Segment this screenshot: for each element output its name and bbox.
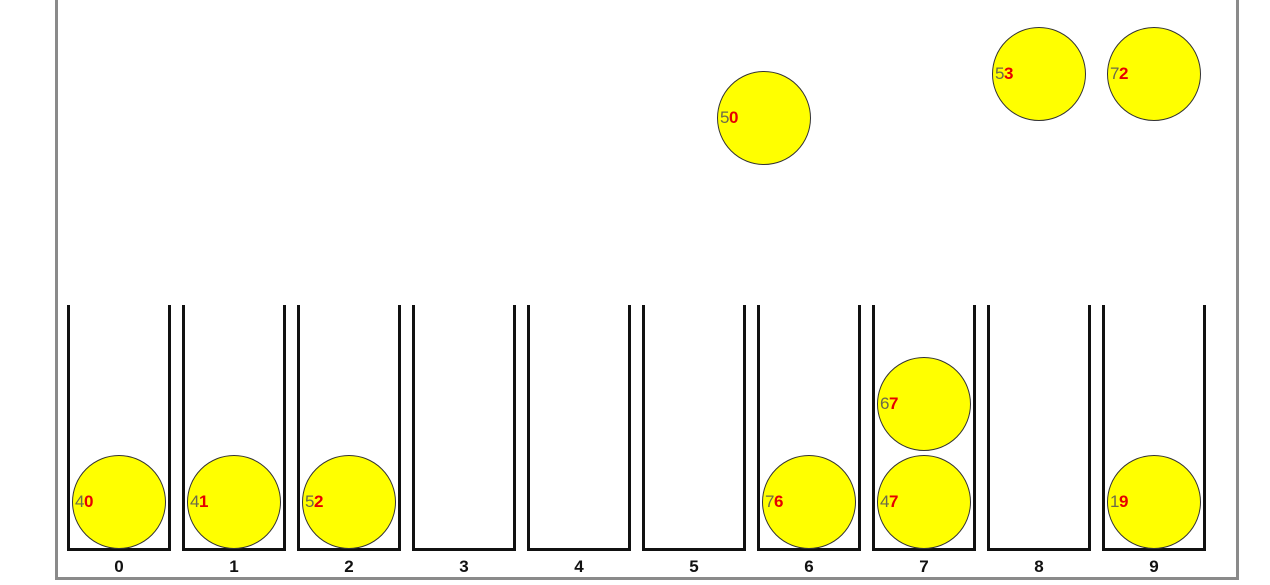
ball-ones-digit: 2 — [1118, 64, 1128, 83]
bucket-4 — [527, 305, 631, 551]
ball-ones-digit: 1 — [198, 492, 208, 511]
ball-number: 53 — [995, 64, 1013, 84]
bucket-8 — [987, 305, 1091, 551]
ball-number: 41 — [190, 492, 208, 512]
ball-number: 19 — [1110, 492, 1128, 512]
number-ball: 40 — [72, 455, 166, 549]
bucket-label: 5 — [689, 557, 699, 576]
ball-number: 72 — [1110, 64, 1128, 84]
ball-tens-digit: 5 — [995, 64, 1004, 83]
bucket-5 — [642, 305, 746, 551]
ball-ones-digit: 0 — [83, 492, 93, 511]
ball-ones-digit: 6 — [773, 492, 783, 511]
number-ball: 52 — [302, 455, 396, 549]
ball-tens-digit: 7 — [1110, 64, 1119, 83]
ball-number: 52 — [305, 492, 323, 512]
ball-tens-digit: 1 — [1110, 492, 1119, 511]
bucket-label: 4 — [574, 557, 584, 576]
bucket-label: 1 — [229, 557, 239, 576]
bucket-label: 6 — [804, 557, 814, 576]
ball-tens-digit: 6 — [880, 394, 889, 413]
number-ball: 47 — [877, 455, 971, 549]
ball-ones-digit: 7 — [888, 394, 898, 413]
ball-tens-digit: 7 — [765, 492, 774, 511]
ball-tens-digit: 4 — [75, 492, 84, 511]
ball-tens-digit: 5 — [305, 492, 314, 511]
ball-number: 50 — [720, 108, 738, 128]
ball-tens-digit: 5 — [720, 108, 729, 127]
bucket-3 — [412, 305, 516, 551]
bucket-label: 0 — [114, 557, 124, 576]
ball-ones-digit: 0 — [728, 108, 738, 127]
bucket-label: 2 — [344, 557, 354, 576]
number-ball: 19 — [1107, 455, 1201, 549]
number-ball: 53 — [992, 27, 1086, 121]
bucket-label: 9 — [1149, 557, 1159, 576]
bucket-label: 8 — [1034, 557, 1044, 576]
ball-ones-digit: 3 — [1003, 64, 1013, 83]
number-ball: 76 — [762, 455, 856, 549]
number-ball: 50 — [717, 71, 811, 165]
ball-ones-digit: 2 — [313, 492, 323, 511]
ball-ones-digit: 7 — [888, 492, 898, 511]
ball-number: 67 — [880, 394, 898, 414]
ball-number: 47 — [880, 492, 898, 512]
number-ball: 41 — [187, 455, 281, 549]
ball-tens-digit: 4 — [190, 492, 199, 511]
number-ball: 67 — [877, 357, 971, 451]
ball-number: 40 — [75, 492, 93, 512]
number-ball: 72 — [1107, 27, 1201, 121]
bucket-label: 3 — [459, 557, 469, 576]
bucket-label: 7 — [919, 557, 929, 576]
ball-tens-digit: 4 — [880, 492, 889, 511]
ball-ones-digit: 9 — [1118, 492, 1128, 511]
ball-number: 76 — [765, 492, 783, 512]
